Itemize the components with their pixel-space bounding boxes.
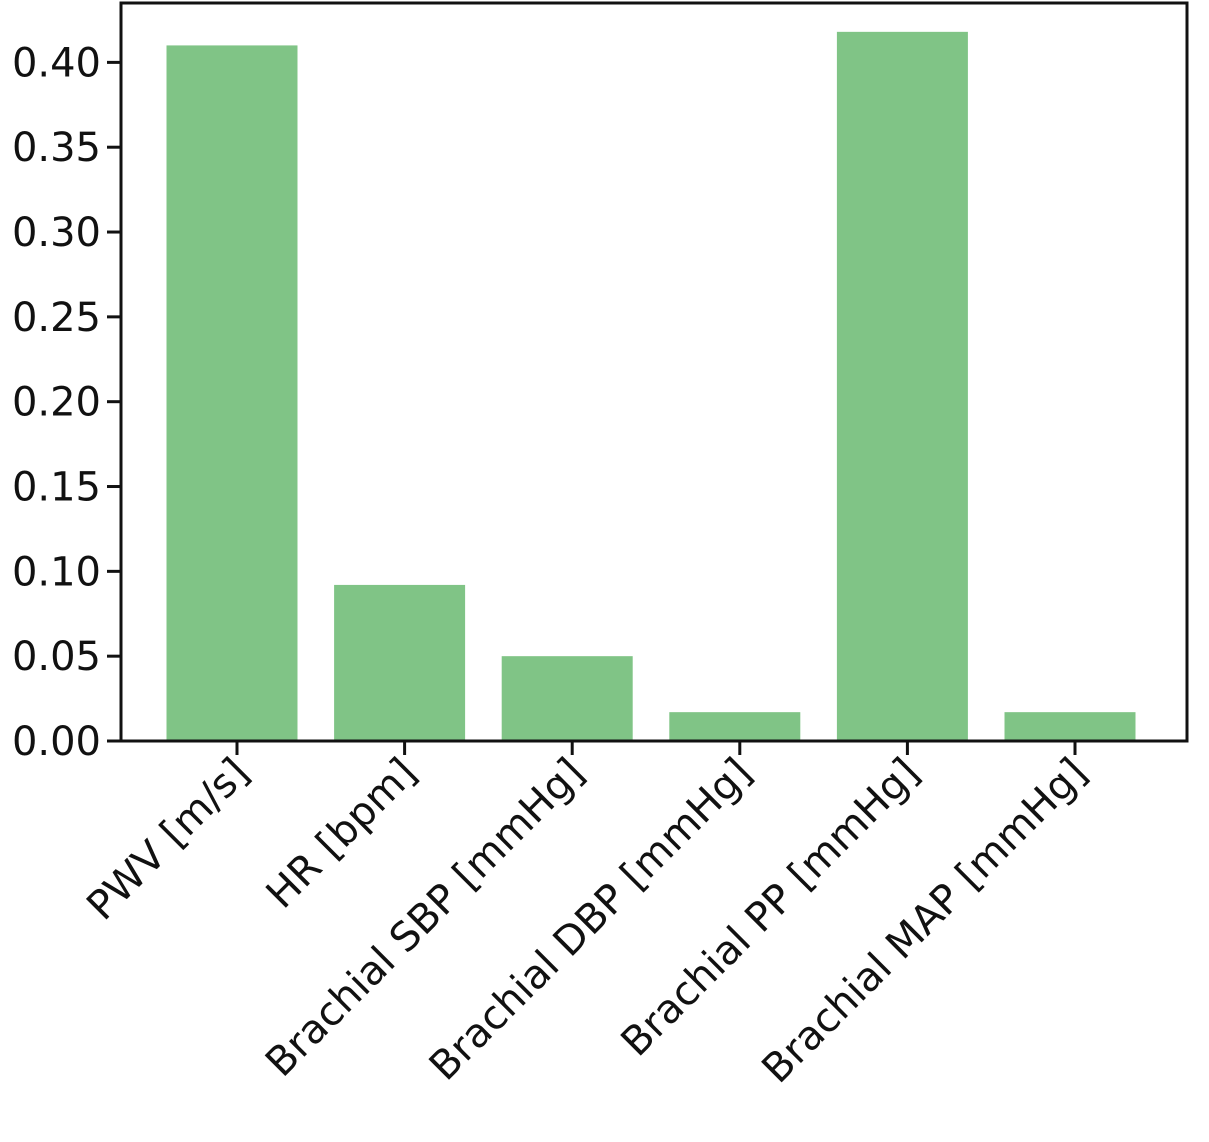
bar-3 [669, 712, 801, 741]
x-tick-label: Brachial SBP [mmHg] [257, 750, 593, 1086]
y-tick-label: 0.35 [12, 125, 101, 171]
x-axis: PWV [m/s] HR [bpm]Brachial SBP [mmHg]Brac… [78, 741, 1096, 1092]
bars-group [166, 31, 1136, 742]
x-tick-label: Brachial MAP [mmHg] [753, 750, 1096, 1093]
y-tick-label: 0.25 [12, 295, 101, 341]
y-tick-label: 0.20 [12, 380, 101, 426]
y-tick-label: 0.05 [12, 634, 101, 680]
x-tick-label: Brachial PP [mmHg] [613, 750, 929, 1066]
x-tick-label: Brachial DBP [mmHg] [421, 750, 761, 1090]
y-tick-label: 0.15 [12, 465, 101, 511]
bar-1 [334, 584, 466, 741]
y-tick-label: 0.30 [12, 210, 101, 256]
bar-0 [166, 45, 298, 741]
x-tick-label: PWV [m/s] [78, 750, 258, 930]
bar-4 [836, 31, 968, 742]
y-tick-label: 0.40 [12, 40, 101, 86]
plot-frame [119, 1, 1189, 743]
bar-5 [1004, 712, 1136, 741]
y-tick-label: 0.10 [12, 549, 101, 595]
y-tick-label: 0.00 [12, 719, 101, 765]
bar-2 [501, 656, 633, 741]
x-tick-label: HR [bpm] [258, 750, 426, 918]
y-axis: 0.00 0.05 0.10 0.15 0.20 0.25 0.30 0.35 0.40 [12, 40, 121, 765]
